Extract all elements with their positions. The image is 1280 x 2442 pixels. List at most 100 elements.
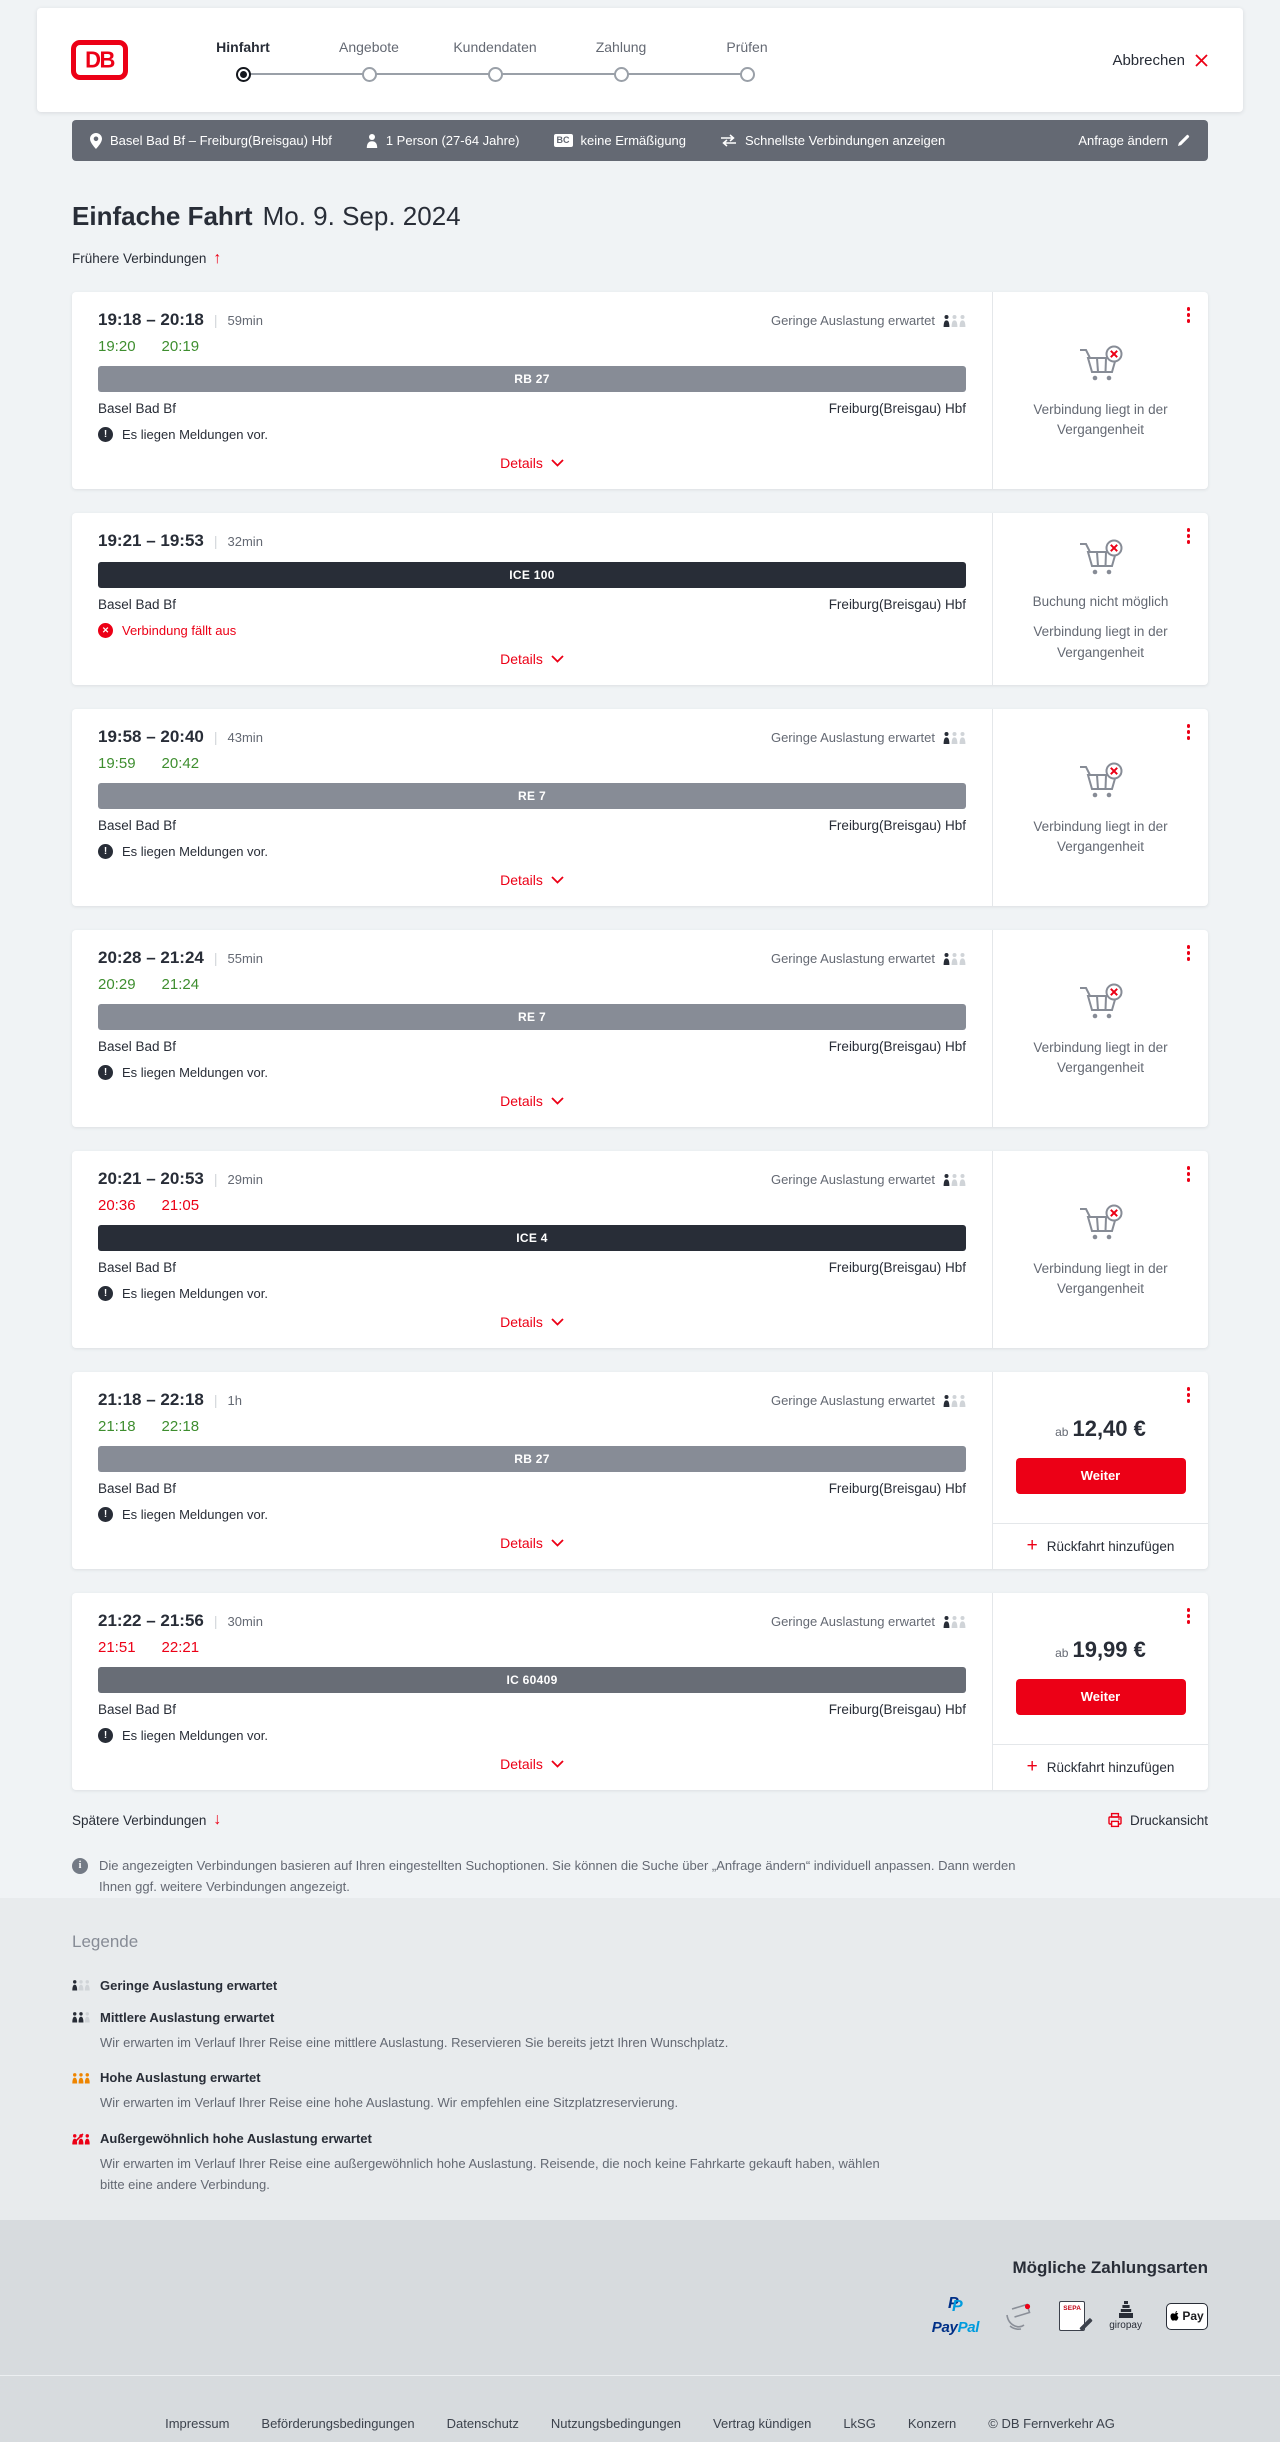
kebab-menu-icon[interactable] [1184, 1605, 1194, 1627]
stepper-step[interactable]: Hinfahrt [180, 39, 306, 82]
connection-card: 19:18 – 20:18 | 59min Geringe Auslastung… [72, 292, 1208, 489]
print-view-label: Druckansicht [1129, 1812, 1208, 1828]
alert-circle-icon: ! [98, 1507, 113, 1522]
footer-link[interactable]: LkSG [843, 2416, 876, 2432]
kebab-menu-icon[interactable] [1184, 1163, 1194, 1185]
kebab-menu-icon[interactable] [1184, 1384, 1194, 1406]
message-row: ! ✕ Es liegen Meldungen vor. [98, 1728, 966, 1743]
stepper-step-label: Prüfen [726, 38, 768, 55]
legend-item-description: Wir erwarten im Verlauf Ihrer Reise eine… [100, 2034, 729, 2050]
time-range: 19:21 – 19:53 [98, 531, 204, 550]
time-row: 19:58 – 20:40 | 43min Geringe Auslastung… [98, 727, 966, 747]
train-line-label: RE 7 [518, 789, 546, 803]
earlier-row: Frühere Verbindungen ↑ [72, 250, 1208, 268]
details-toggle[interactable]: Details [500, 1083, 564, 1117]
app-header: DB Hinfahrt Angebote Kundendaten Zahlung… [37, 8, 1243, 112]
message-text: Es liegen Meldungen vor. [122, 844, 268, 859]
occupancy: Geringe Auslastung erwartet [771, 730, 966, 745]
message-text: Es liegen Meldungen vor. [122, 1507, 268, 1522]
earlier-connections-link[interactable]: Frühere Verbindungen ↑ [72, 250, 221, 267]
stepper-step-label: Kundendaten [453, 38, 537, 55]
occupancy-label: Geringe Auslastung erwartet [770, 1172, 935, 1187]
connection-card-side: Verbindung liegt in der Vergangenheit [992, 292, 1208, 489]
footer-link[interactable]: Beförderungsbedingungen [261, 2416, 415, 2432]
stepper-step-label: Angebote [339, 38, 399, 55]
details-toggle[interactable]: Details [500, 1304, 564, 1338]
price-prefix: ab [1055, 1424, 1069, 1439]
later-connections-link[interactable]: Spätere Verbindungen ↓ [72, 1812, 221, 1828]
alert-circle-icon: ! [98, 844, 113, 859]
time-duration-divider: | [213, 1392, 218, 1408]
side-past-note: Verbindung liegt in der Vergangenheit [1033, 1260, 1168, 1296]
time-row: 19:18 – 20:18 | 59min Geringe Auslastung… [98, 310, 966, 330]
arrow-down-icon: ↓ [213, 1811, 222, 1828]
connection-card-side: ab 19,99 € Weiter + Rückfahrt hinzufügen [992, 1593, 1208, 1790]
connection-card-main: 20:28 – 21:24 | 55min Geringe Auslastung… [72, 930, 992, 1127]
continue-button[interactable]: Weiter [1015, 1678, 1186, 1715]
journey-summary-bar: Basel Bad Bf – Freiburg(Breisgau) Hbf 1 … [72, 120, 1208, 161]
legend-item-description: Wir erwarten im Verlauf Ihrer Reise eine… [100, 2095, 679, 2111]
print-view-link[interactable]: Druckansicht [1107, 1812, 1208, 1828]
chevron-down-icon [551, 1318, 564, 1326]
legend-item-description: Wir erwarten im Verlauf Ihrer Reise eine… [100, 2156, 880, 2192]
details-toggle[interactable]: Details [500, 1746, 564, 1780]
edit-request-button[interactable]: Anfrage ändern [1078, 133, 1190, 148]
stepper-step[interactable]: Kundendaten [432, 39, 558, 82]
kebab-menu-icon[interactable] [1184, 721, 1194, 743]
stepper-step[interactable]: Prüfen [684, 39, 810, 82]
footer-link[interactable]: Impressum [165, 2416, 230, 2432]
duration: 30min [227, 1614, 263, 1629]
occupancy-label: Geringe Auslastung erwartet [770, 730, 935, 745]
duration: 32min [227, 534, 263, 549]
details-toggle[interactable]: Details [500, 1525, 564, 1559]
message-text: Verbindung fällt aus [122, 623, 237, 638]
kebab-menu-icon[interactable] [1184, 525, 1194, 547]
stepper-step-label: Hinfahrt [216, 38, 270, 55]
stations-row: Basel Bad Bf Freiburg(Breisgau) Hbf [98, 1702, 966, 1717]
footer-link[interactable]: Datenschutz [446, 2416, 519, 2432]
connection-card-side: Verbindung liegt in der Vergangenheit [992, 709, 1208, 906]
arrival-station: Freiburg(Breisgau) Hbf [828, 597, 966, 612]
connection-card-main: 19:18 – 20:18 | 59min Geringe Auslastung… [72, 292, 992, 489]
summary-route: Basel Bad Bf – Freiburg(Breisgau) Hbf [90, 132, 332, 149]
legend-title-row: Außergewöhnlich hohe Auslastung erwartet [72, 2131, 1208, 2146]
hand-card-icon [1006, 2303, 1031, 2331]
kebab-menu-icon[interactable] [1184, 304, 1194, 326]
later-connections-label: Spätere Verbindungen [72, 1812, 207, 1828]
chevron-down-icon [551, 1539, 564, 1547]
train-line-label: RB 27 [514, 372, 550, 386]
details-toggle[interactable]: Details [500, 641, 564, 675]
realtime-arrival: 22:21 [161, 1639, 200, 1656]
legend-section: Legende Geringe Auslastung erwartet Mitt… [0, 1897, 1280, 2220]
details-label: Details [500, 872, 543, 888]
alert-circle-icon: ! [98, 1286, 113, 1301]
footer-link[interactable]: Nutzungsbedingungen [550, 2416, 682, 2432]
stepper-step[interactable]: Angebote [306, 39, 432, 82]
db-logo: DB [71, 40, 128, 80]
kebab-menu-icon[interactable] [1184, 942, 1194, 964]
footer-link[interactable]: Vertrag kündigen [713, 2416, 812, 2432]
message-row: ! ✕ Es liegen Meldungen vor. [98, 844, 966, 859]
continue-button[interactable]: Weiter [1015, 1457, 1186, 1494]
swap-arrows-icon [721, 134, 737, 147]
train-line-label: ICE 100 [509, 568, 555, 582]
printer-icon [1108, 1812, 1122, 1828]
realtime-row: 21:51 22:21 [98, 1639, 966, 1656]
side-past: Verbindung liegt in der Vergangenheit [993, 709, 1208, 906]
cancel-button[interactable]: Abbrechen [1112, 52, 1209, 69]
occupancy-level-icon [72, 2012, 90, 2023]
giropay-icon: giropay [1109, 2301, 1142, 2331]
stepper-step[interactable]: Zahlung [558, 39, 684, 82]
apple-logo-icon [1170, 2310, 1179, 2321]
side-return-row[interactable]: + Rückfahrt hinzufügen [993, 1523, 1208, 1569]
connection-card-main: 19:58 – 20:40 | 43min Geringe Auslastung… [72, 709, 992, 906]
stepper-step-dot [361, 66, 377, 82]
realtime-arrival: 21:05 [161, 1197, 200, 1214]
connection-card: 20:21 – 20:53 | 29min Geringe Auslastung… [72, 1151, 1208, 1348]
departure-station: Basel Bad Bf [98, 401, 177, 416]
footer-link[interactable]: Konzern [907, 2416, 957, 2432]
side-return-row[interactable]: + Rückfahrt hinzufügen [993, 1744, 1208, 1790]
details-toggle[interactable]: Details [500, 445, 564, 479]
details-toggle[interactable]: Details [500, 862, 564, 896]
